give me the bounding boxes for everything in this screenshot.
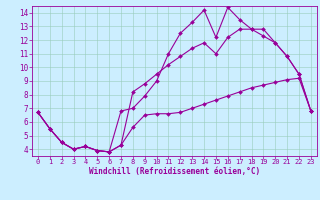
X-axis label: Windchill (Refroidissement éolien,°C): Windchill (Refroidissement éolien,°C) (89, 167, 260, 176)
